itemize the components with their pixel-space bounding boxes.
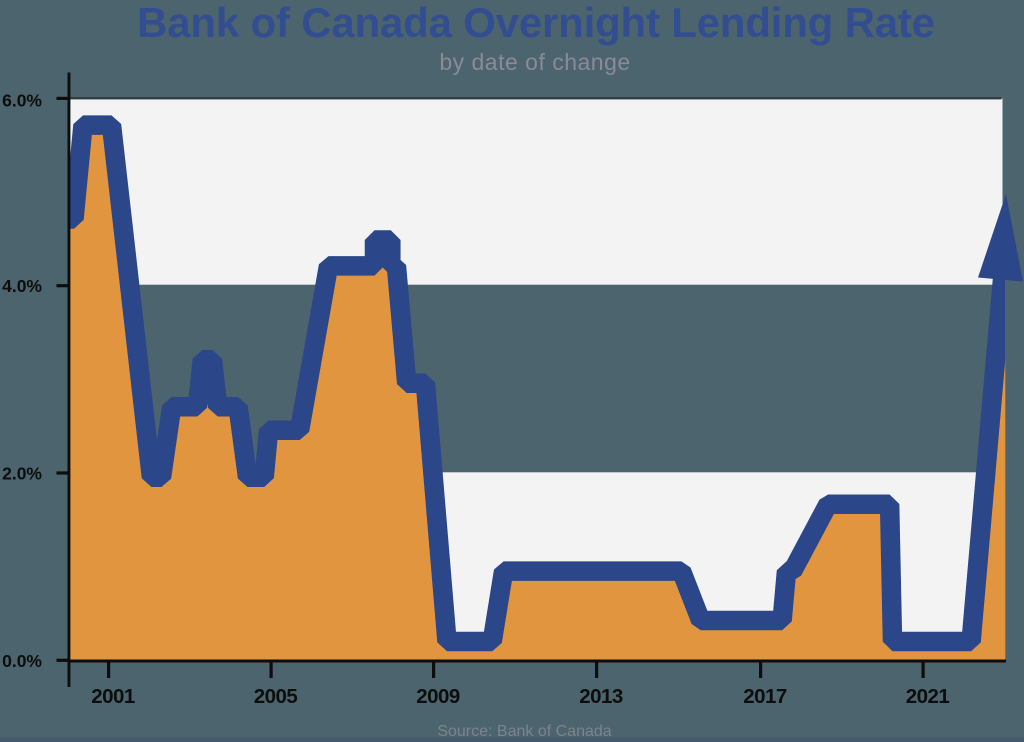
svg-text:Source: Bank of Canada: Source: Bank of Canada bbox=[437, 723, 611, 740]
svg-text:by date of change: by date of change bbox=[439, 49, 630, 75]
svg-text:4.0%: 4.0% bbox=[2, 276, 42, 296]
svg-text:2021: 2021 bbox=[906, 685, 950, 708]
svg-text:2013: 2013 bbox=[579, 685, 623, 708]
svg-text:2005: 2005 bbox=[254, 685, 298, 708]
svg-text:2017: 2017 bbox=[743, 685, 787, 708]
svg-text:2001: 2001 bbox=[91, 685, 135, 708]
svg-text:6.0%: 6.0% bbox=[2, 91, 42, 111]
svg-text:0.0%: 0.0% bbox=[2, 651, 42, 671]
svg-text:2.0%: 2.0% bbox=[2, 464, 42, 484]
svg-text:Bank of Canada Overnight Lendi: Bank of Canada Overnight Lending Rate bbox=[137, 0, 935, 46]
svg-text:2009: 2009 bbox=[416, 685, 460, 708]
